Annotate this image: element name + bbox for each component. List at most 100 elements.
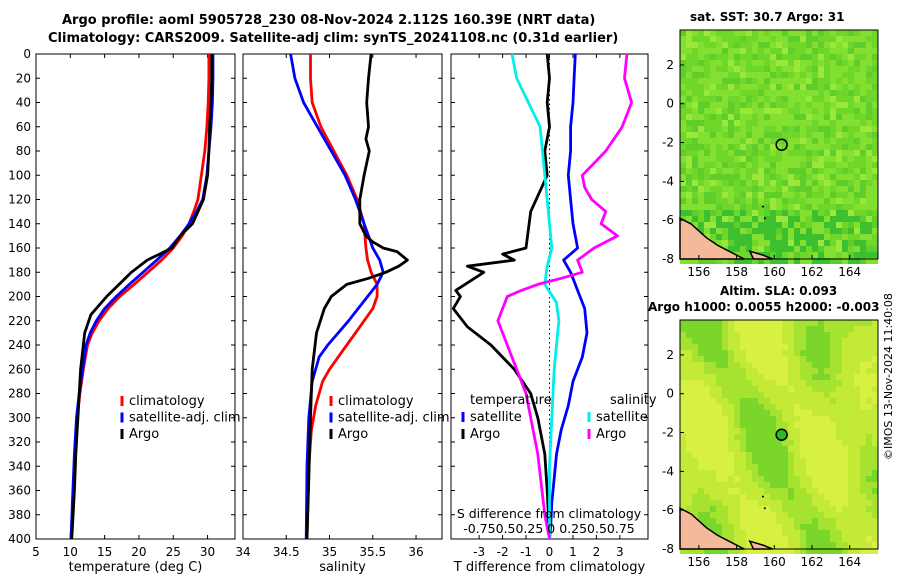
map-cell — [794, 102, 800, 108]
map-cell — [746, 108, 752, 114]
map-cell — [854, 84, 860, 90]
map-cell — [806, 410, 812, 416]
map-cell — [740, 150, 746, 156]
map-cell — [716, 452, 722, 458]
map-cell — [734, 326, 740, 332]
x-axis-label: salinity — [319, 560, 366, 575]
map-cell — [698, 54, 704, 60]
map-cell — [794, 138, 800, 144]
map-cell — [782, 210, 788, 216]
map-y-tick-label: -8 — [662, 542, 674, 556]
map-cell — [716, 476, 722, 482]
map-cell — [848, 404, 854, 410]
map-cell — [860, 446, 866, 452]
map-cell — [710, 198, 716, 204]
map-cell — [794, 362, 800, 368]
map-cell — [704, 374, 710, 380]
map-cell — [788, 162, 794, 168]
map-cell — [752, 350, 758, 356]
map-cell — [686, 440, 692, 446]
title-line-2: Climatology: CARS2009. Satellite-adj cli… — [48, 31, 619, 46]
map-cell — [860, 536, 866, 542]
map-cell — [812, 138, 818, 144]
map-cell — [764, 90, 770, 96]
map-cell — [716, 446, 722, 452]
map-cell — [818, 48, 824, 54]
map-cell — [692, 150, 698, 156]
map-cell — [746, 404, 752, 410]
map-cell — [872, 494, 878, 500]
map-cell — [854, 458, 860, 464]
map-x-tick-label: 156 — [687, 555, 710, 569]
map-cell — [842, 228, 848, 234]
map-cell — [692, 186, 698, 192]
map-cell — [734, 458, 740, 464]
map-cell — [854, 368, 860, 374]
map-cell — [710, 482, 716, 488]
map-cell — [716, 332, 722, 338]
map-cell — [842, 36, 848, 42]
map-cell — [764, 422, 770, 428]
map-cell — [812, 506, 818, 512]
map-cell — [740, 48, 746, 54]
map-cell — [704, 162, 710, 168]
map-cell — [800, 404, 806, 410]
map-cell — [782, 416, 788, 422]
legend-title-temperature: temperature — [470, 393, 552, 408]
map-cell — [860, 416, 866, 422]
map-cell — [758, 326, 764, 332]
map-cell — [746, 548, 752, 554]
map-cell — [746, 374, 752, 380]
map-cell — [758, 144, 764, 150]
map-cell — [710, 524, 716, 530]
map-cell — [722, 48, 728, 54]
map-cell — [806, 174, 812, 180]
y-tick-label: 360 — [8, 484, 31, 498]
map-cell — [806, 344, 812, 350]
map-cell — [830, 416, 836, 422]
map-cell — [842, 356, 848, 362]
map-cell — [824, 368, 830, 374]
map-cell — [824, 494, 830, 500]
plot-frame-temperature — [35, 53, 236, 540]
map-cell — [710, 452, 716, 458]
map-cell — [710, 168, 716, 174]
map-cell — [800, 240, 806, 246]
map-cell — [704, 398, 710, 404]
map-cell — [800, 84, 806, 90]
map-cell — [734, 488, 740, 494]
map-cell — [698, 518, 704, 524]
map-cell — [788, 536, 794, 542]
map-cell — [854, 512, 860, 518]
map-cell — [770, 410, 776, 416]
map-cell — [770, 246, 776, 252]
map-cell — [764, 506, 770, 512]
map-cell — [752, 524, 758, 530]
map-cell — [794, 536, 800, 542]
map-cell — [788, 252, 794, 258]
map-cell — [710, 488, 716, 494]
map-cell — [764, 258, 770, 264]
map-cell — [854, 488, 860, 494]
map-cell — [692, 332, 698, 338]
map-cell — [704, 356, 710, 362]
map-cell — [812, 66, 818, 72]
map-cell — [764, 120, 770, 126]
map-cell — [806, 476, 812, 482]
map-cell — [818, 138, 824, 144]
map-cell — [842, 542, 848, 548]
map-cell — [806, 470, 812, 476]
map-cell — [764, 198, 770, 204]
map-cell — [758, 482, 764, 488]
map-cell — [776, 368, 782, 374]
map-cell — [860, 240, 866, 246]
map-cell — [734, 228, 740, 234]
map-cell — [866, 102, 872, 108]
map-cell — [728, 90, 734, 96]
map-cell — [776, 446, 782, 452]
map-cell — [752, 192, 758, 198]
map-cell — [818, 84, 824, 90]
map-cell — [812, 386, 818, 392]
map-cell — [758, 120, 764, 126]
map-cell — [752, 494, 758, 500]
